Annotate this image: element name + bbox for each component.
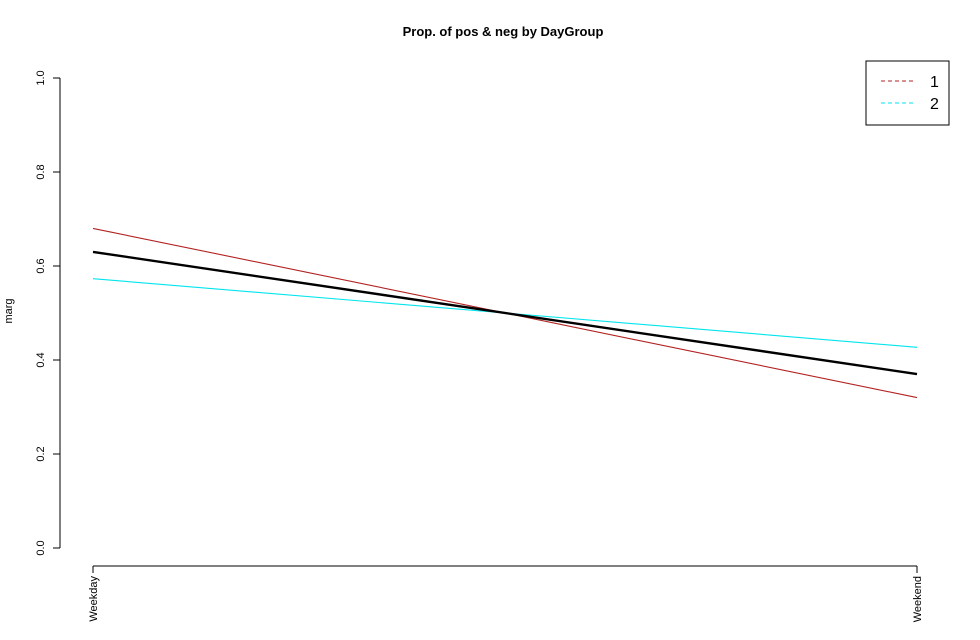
x-axis: Weekday Weekend xyxy=(88,565,924,622)
legend-box xyxy=(865,60,950,126)
legend: 12 xyxy=(865,60,950,126)
y-tick-label: 0.6 xyxy=(35,258,47,273)
series-line-overall xyxy=(92,250,918,376)
x-tick-label: Weekend xyxy=(912,576,924,622)
y-tick-label: 0.8 xyxy=(35,164,47,179)
y-tick-label: 0.2 xyxy=(35,446,47,461)
series-lines xyxy=(92,227,918,399)
x-tick-label: Weekday xyxy=(88,576,100,622)
y-axis: 0.0 0.2 0.4 0.6 0.8 1.0 xyxy=(35,70,61,556)
legend-label-1: 1 xyxy=(930,74,939,91)
y-tick-label: 0.4 xyxy=(35,352,47,367)
legend-label-2: 2 xyxy=(930,96,939,113)
chart-title: Prop. of pos & neg by DayGroup xyxy=(403,24,604,39)
y-axis-label: marg xyxy=(3,298,15,323)
y-tick-label: 1.0 xyxy=(35,70,47,85)
y-tick-label: 0.0 xyxy=(35,540,47,555)
